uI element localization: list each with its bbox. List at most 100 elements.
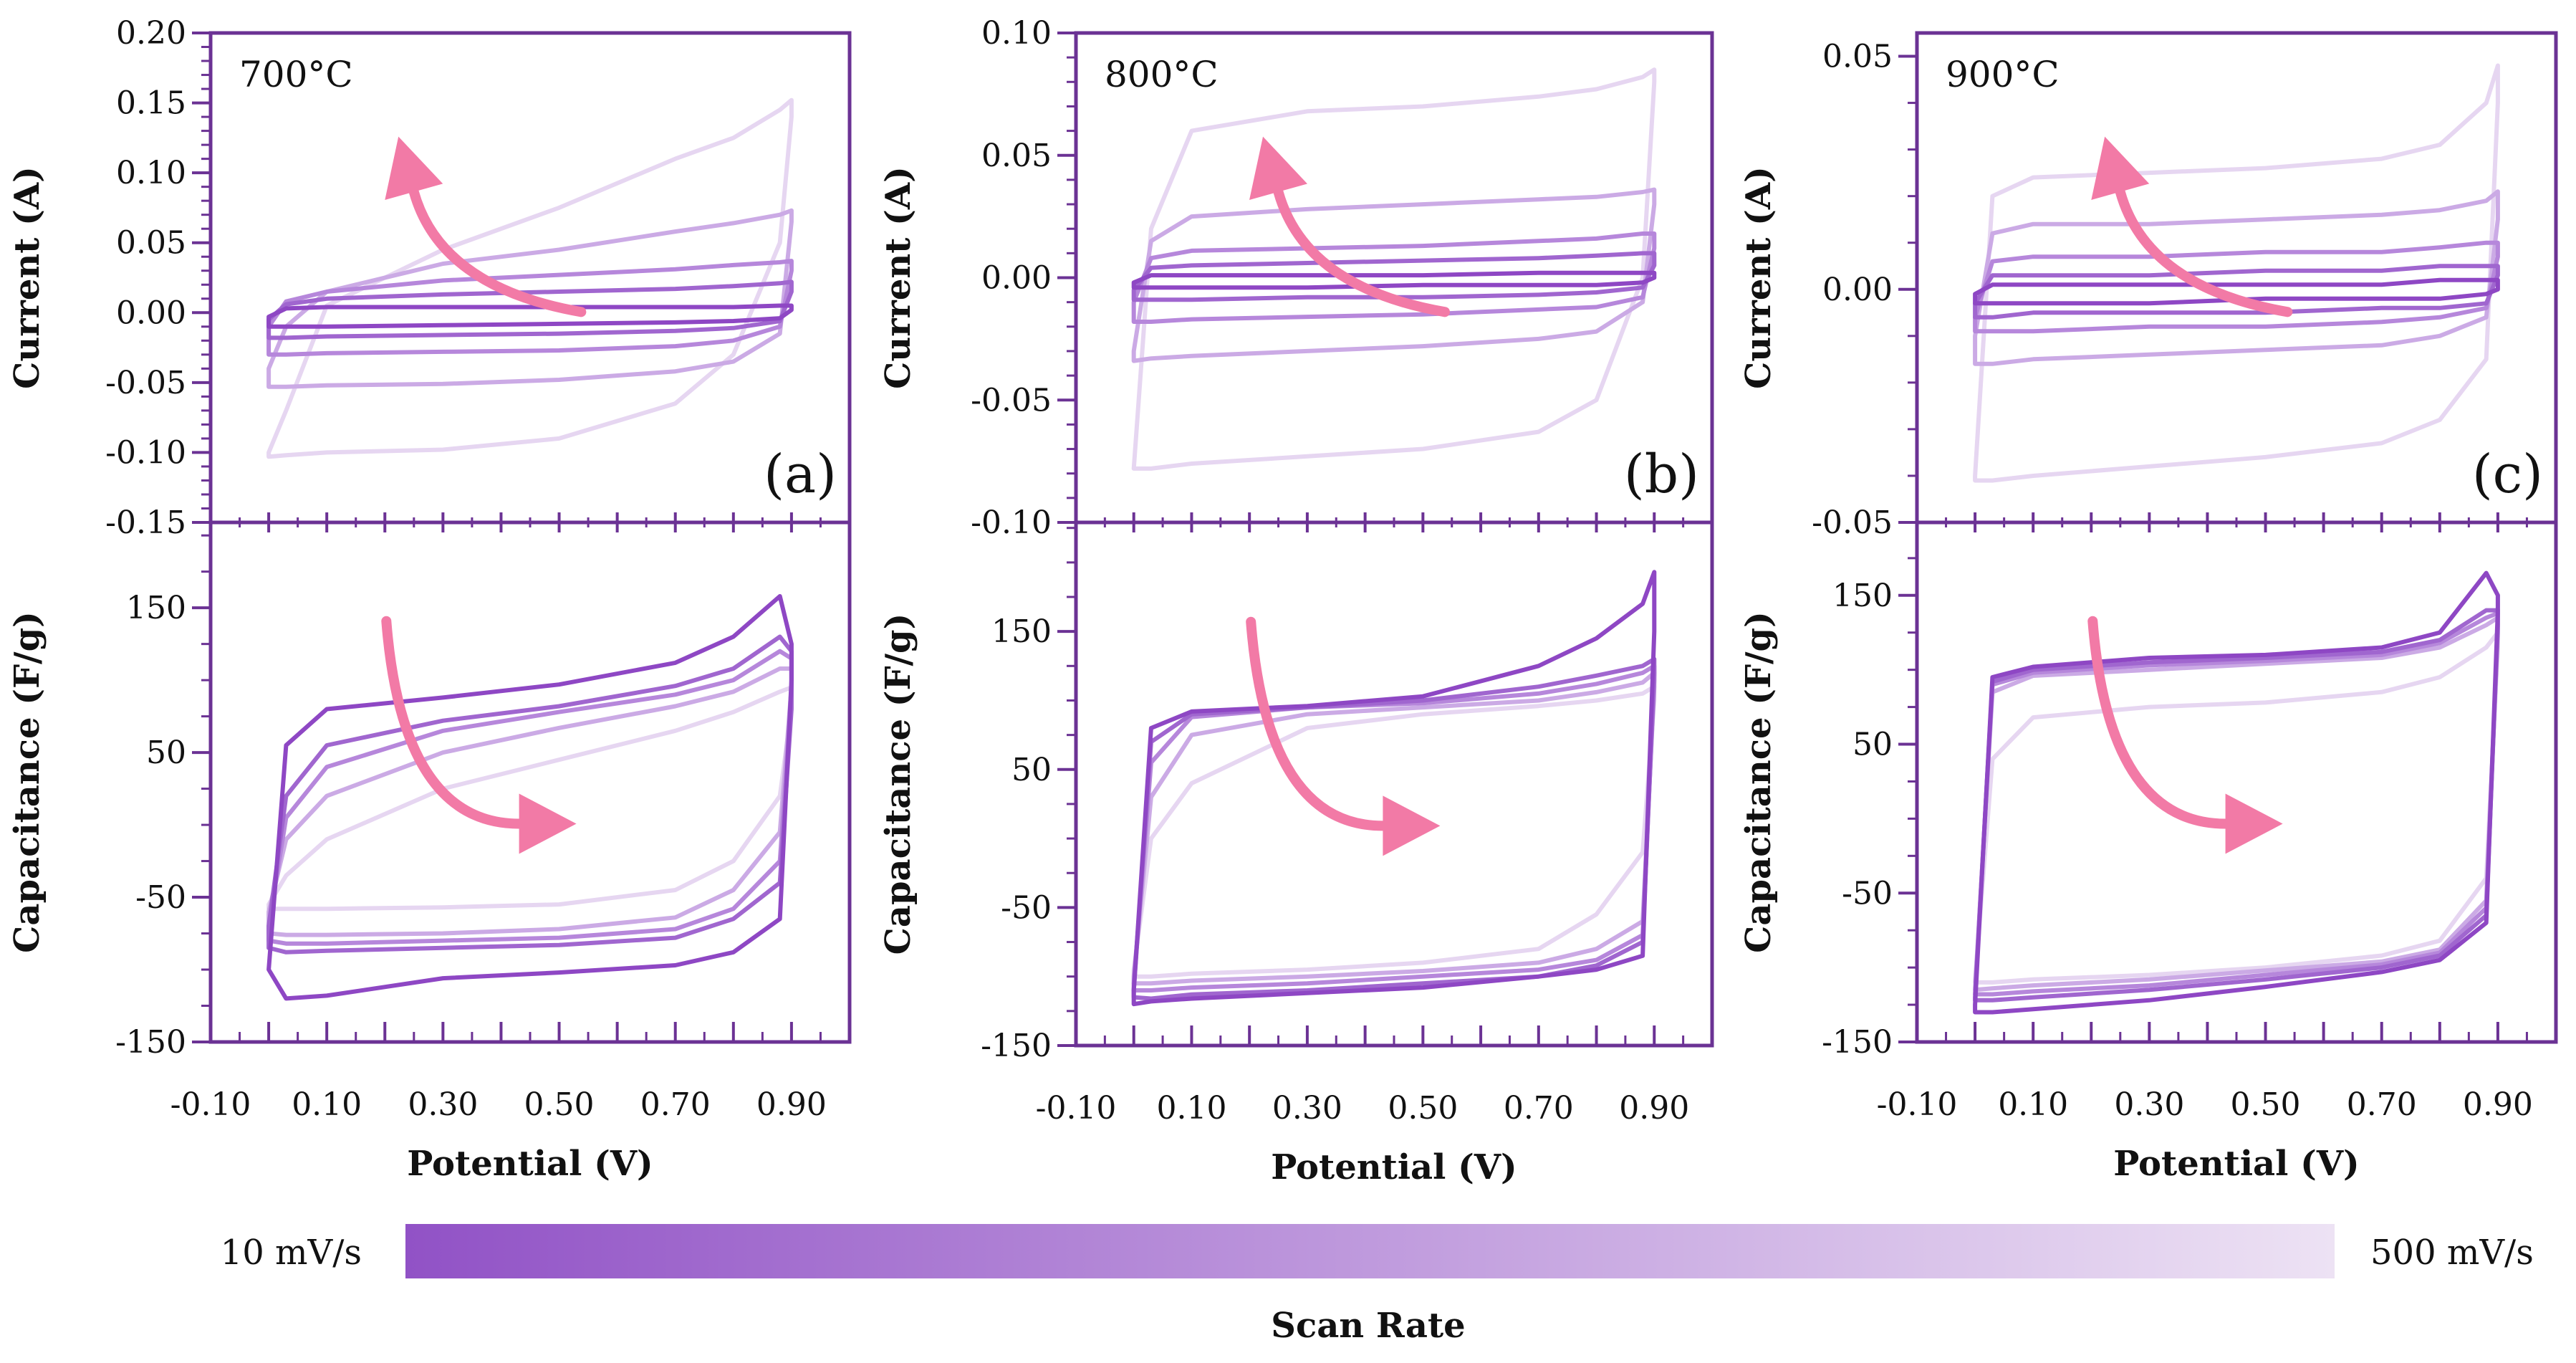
cv-curve-series-3 — [1131, 231, 1657, 324]
x-tick-label: 0.50 — [2231, 1086, 2301, 1123]
x-tick-label: 0.50 — [1388, 1090, 1458, 1127]
y-axis-title: Capacitance (F/g) — [1739, 611, 1779, 953]
temperature-label: 900°C — [1946, 54, 2060, 95]
panel-letter: (b) — [1624, 444, 1699, 505]
colorbar-title: Scan Rate — [1271, 1306, 1465, 1346]
cv-curve-series-1 — [1973, 570, 2500, 1015]
y-tick-label: -50 — [135, 879, 186, 916]
trend-arrow-up-shaft — [408, 186, 587, 317]
y-tick-label: -50 — [1842, 875, 1893, 912]
y-tick-label: 0.20 — [116, 15, 186, 52]
trend-arrow-down-head-icon — [519, 793, 577, 854]
x-tick-label: 0.30 — [408, 1086, 478, 1123]
y-tick-label: -150 — [1822, 1024, 1893, 1061]
cv-curve-series-5 — [266, 685, 794, 912]
current-plot: 0.20 0.15 0.10 0.05 0.00 -0.05 -0.10 -0.15 Curre… — [7, 15, 794, 541]
colorbar-gradient — [405, 1224, 2335, 1278]
y-tick-label: -50 — [1001, 889, 1052, 926]
cv-curve-series-5 — [1131, 67, 1657, 471]
x-axis-title: Potential (V) — [407, 1144, 653, 1184]
capacitance-plot: 150 50 -50 -150 Capacitance (F/g) — [878, 527, 1657, 1064]
y-tick-label: 50 — [146, 735, 186, 771]
y-tick-label: 0.00 — [1822, 272, 1893, 308]
trend-arrow-down-head-icon — [2225, 793, 2283, 854]
capacitance-plot: 150 50 -50 -150 Capacitance (F/g) — [7, 534, 794, 1061]
y-axis-title: Capacitance (F/g) — [878, 613, 918, 955]
colorbar: 10 mV/s 500 mV/s Scan Rate — [221, 1224, 2534, 1346]
x-tick-label: 0.50 — [524, 1086, 595, 1123]
y-axis-title: Current (A) — [7, 166, 47, 389]
trend-arrow-down-shaft — [381, 616, 524, 829]
x-tick-label: 0.90 — [2463, 1086, 2533, 1123]
cv-curve-series-2 — [1131, 251, 1657, 302]
cv-curve-series-1 — [1973, 277, 2500, 306]
x-tick-label: 0.30 — [1272, 1090, 1342, 1127]
colorbar-max-label: 500 mV/s — [2370, 1233, 2534, 1273]
trend-arrow-down-shaft — [2087, 616, 2231, 829]
x-tick-label: 0.10 — [1156, 1090, 1226, 1127]
y-tick-label: 0.10 — [981, 15, 1052, 52]
cv-curve-series-3 — [1973, 240, 2500, 334]
y-tick-label: -0.05 — [105, 365, 186, 401]
trend-arrow-up-head-icon — [385, 136, 443, 201]
x-axis-title: Potential (V) — [2113, 1144, 2360, 1184]
x-tick-label: 0.10 — [292, 1086, 362, 1123]
trend-arrow-down-shaft — [1246, 616, 1388, 831]
y-tick-label: -0.10 — [105, 434, 186, 471]
y-tick-label: 150 — [1832, 578, 1893, 614]
y-tick-label: 150 — [126, 590, 186, 626]
colorbar-min-label: 10 mV/s — [221, 1233, 362, 1273]
y-tick-label: -0.15 — [105, 504, 186, 541]
y-tick-label: 0.00 — [981, 260, 1052, 297]
x-tick-label: 0.70 — [1504, 1090, 1574, 1127]
cv-curve-series-2 — [266, 279, 794, 340]
y-tick-label: 0.05 — [981, 138, 1052, 174]
plot-frame — [1915, 31, 2558, 1044]
y-tick-label: -150 — [981, 1028, 1052, 1064]
current-plot: 0.05 0.00 -0.05 Current (A) — [1739, 39, 2500, 541]
x-tick-label: -0.10 — [1877, 1086, 1958, 1123]
y-tick-label: 0.00 — [116, 295, 186, 331]
cv-curve-series-1 — [1131, 270, 1657, 290]
x-axis-title: Potential (V) — [1271, 1147, 1517, 1187]
panel-c: 0.05 0.00 -0.05 Current (A) 150 50 -50 -150 Capa… — [1739, 31, 2558, 1184]
y-tick-label: 0.15 — [116, 85, 186, 122]
y-tick-label: -0.05 — [1812, 504, 1893, 541]
x-tick-label: 0.30 — [2114, 1086, 2184, 1123]
y-tick-label: 0.05 — [116, 225, 186, 262]
panel-letter: (c) — [2472, 444, 2543, 505]
x-tick-label: 0.90 — [1619, 1090, 1689, 1127]
trend-arrow-up-head-icon — [2091, 136, 2150, 201]
y-tick-label: 150 — [991, 613, 1052, 650]
x-tick-label: 0.70 — [2347, 1086, 2417, 1123]
x-tick-label: 0.70 — [640, 1086, 711, 1123]
current-plot: 0.10 0.05 0.00 -0.05 -0.10 Current (A) — [878, 15, 1657, 541]
cv-curve-series-4 — [1973, 189, 2500, 366]
panel-a: 0.20 0.15 0.10 0.05 0.00 -0.05 -0.10 -0.15 Curre… — [7, 15, 852, 1184]
trend-arrow-down-head-icon — [1383, 795, 1441, 856]
panels: 0.20 0.15 0.10 0.05 0.00 -0.05 -0.10 -0.15 Curre… — [7, 15, 2558, 1187]
x-tick-label: 0.10 — [1998, 1086, 2068, 1123]
panel-b: 0.10 0.05 0.00 -0.05 -0.10 Current (A) 150 50 -5… — [878, 15, 1714, 1187]
trend-arrow-up-head-icon — [1249, 136, 1307, 200]
temperature-label: 800°C — [1105, 54, 1219, 95]
trend-arrow-up-shaft — [2115, 186, 2293, 317]
cv-curve-series-1 — [1131, 570, 1657, 1007]
y-tick-label: -150 — [115, 1024, 186, 1061]
y-axis-title: Current (A) — [878, 166, 918, 389]
cv-curve-series-5 — [1973, 63, 2500, 483]
x-tick-label: -0.10 — [1036, 1090, 1117, 1127]
cv-curve-series-1 — [266, 594, 794, 1001]
trend-arrow-up-shaft — [1273, 186, 1451, 317]
y-tick-label: -0.05 — [971, 382, 1052, 419]
y-axis-title: Current (A) — [1739, 166, 1779, 389]
cv-curve-series-4 — [266, 208, 794, 389]
cv-curve-series-4 — [1131, 187, 1657, 363]
temperature-label: 700°C — [239, 54, 353, 95]
x-tick-label: -0.10 — [170, 1086, 251, 1123]
cv-curve-series-1 — [266, 303, 794, 329]
cv-curve-series-2 — [1973, 264, 2500, 320]
cv-curve-series-3 — [266, 259, 794, 357]
y-tick-label: 0.05 — [1822, 39, 1893, 75]
